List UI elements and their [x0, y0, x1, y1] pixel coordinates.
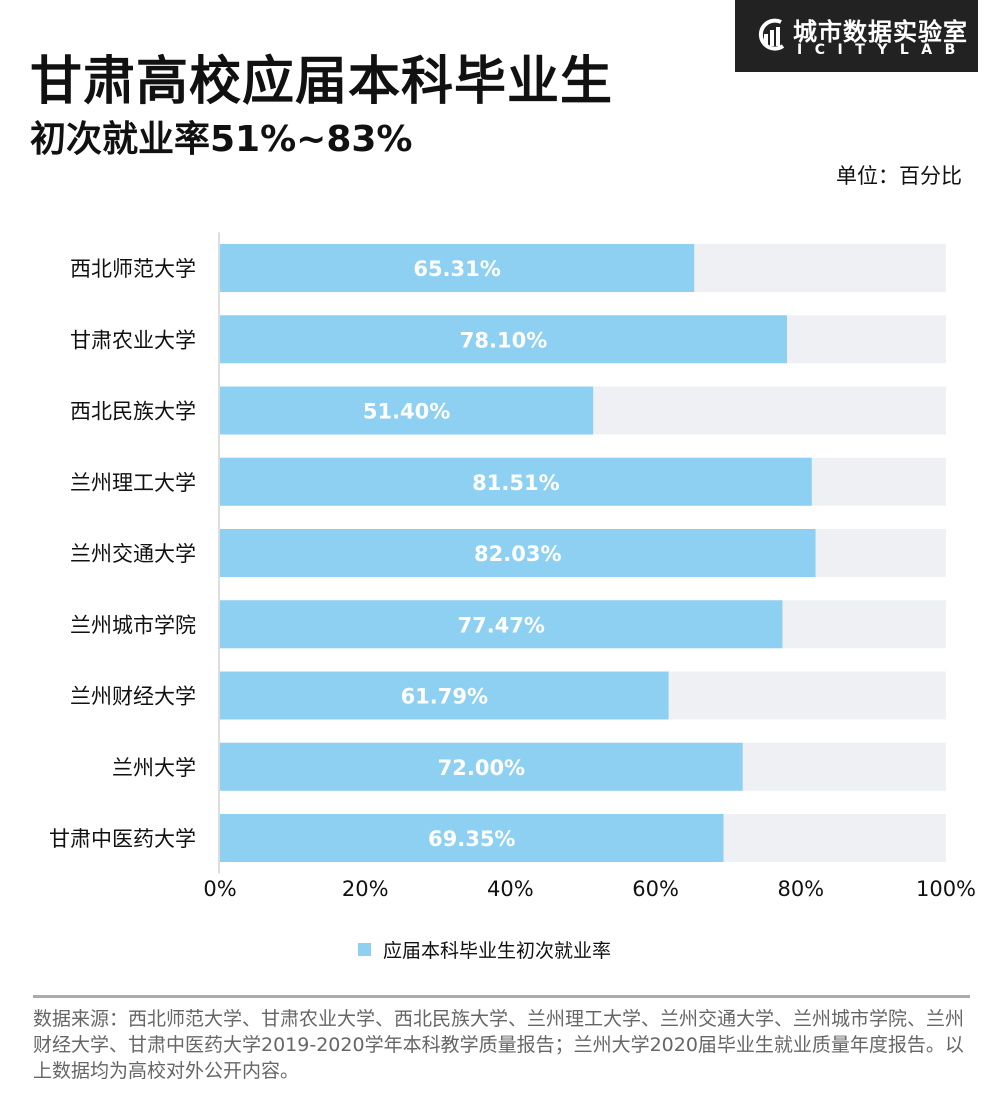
x-tick-label: 40% [487, 877, 534, 901]
category-label: 兰州理工大学 [70, 471, 196, 495]
chart-subtitle: 初次就业率51%~83% [30, 119, 413, 160]
legend: 应届本科毕业生初次就业率 [358, 936, 611, 963]
bar [220, 742, 743, 791]
bar [220, 814, 724, 862]
chart-title: 甘肃高校应届本科毕业生 [30, 52, 614, 112]
data-label: 65.31% [413, 257, 500, 281]
data-label: 82.03% [474, 542, 561, 566]
category-label: 兰州大学 [112, 756, 196, 780]
data-label: 72.00% [438, 756, 525, 780]
data-label: 78.10% [460, 328, 547, 352]
divider [33, 995, 970, 998]
bar-chart: 65.31% 西北师范大学 78.10% 甘肃农业大学 51.40% 西北民族大学 81.5… [49, 232, 976, 901]
bar [220, 386, 594, 435]
x-tick-label: 60% [632, 877, 679, 901]
x-tick-label: 100% [916, 877, 976, 901]
bar [220, 600, 783, 649]
legend-swatch [358, 943, 371, 956]
bar [220, 671, 669, 720]
logo-text-cn: 城市数据实验室 [793, 18, 968, 46]
category-label: 兰州交通大学 [70, 542, 196, 566]
x-tick-label: 20% [342, 877, 389, 901]
logo: 城市数据实验室 ICITYLAB [735, 0, 978, 72]
data-label: 51.40% [363, 400, 450, 424]
x-tick-label: 80% [777, 877, 824, 901]
bar [220, 529, 816, 577]
legend-label: 应届本科毕业生初次就业率 [383, 940, 612, 962]
data-label: 81.51% [472, 471, 559, 495]
category-label: 甘肃农业大学 [70, 328, 196, 352]
category-label: 西北民族大学 [70, 400, 196, 424]
logo-chart-icon [758, 18, 785, 51]
bar [220, 315, 788, 364]
category-label: 西北师范大学 [70, 257, 196, 281]
category-label: 甘肃中医药大学 [49, 827, 196, 851]
bar [220, 457, 812, 506]
x-tick-label: 0% [203, 877, 236, 901]
data-label: 77.47% [457, 613, 544, 637]
unit-label: 单位：百分比 [836, 164, 962, 188]
source-note: 数据来源：西北师范大学、甘肃农业大学、西北民族大学、兰州理工大学、兰州交通大学、… [33, 1008, 965, 1082]
data-label: 69.35% [428, 827, 515, 851]
logo-text-en: ICITYLAB [797, 42, 968, 58]
data-label: 61.79% [401, 685, 488, 709]
category-label: 兰州财经大学 [70, 685, 196, 709]
category-label: 兰州城市学院 [70, 613, 196, 637]
bar [220, 244, 695, 292]
